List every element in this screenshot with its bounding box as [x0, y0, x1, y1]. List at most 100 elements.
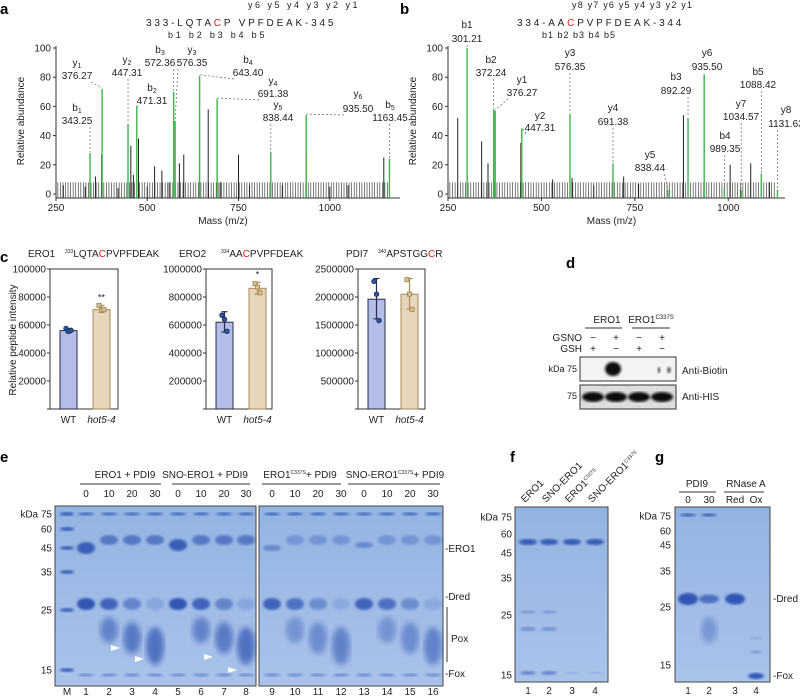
chart-title: ERO1: [28, 249, 56, 260]
ion-label: y3: [188, 45, 197, 57]
gel-band: [563, 539, 581, 545]
ion-label: y3: [565, 48, 576, 59]
ion-label: b1: [72, 103, 82, 115]
x-tick-label: 500: [533, 203, 550, 214]
band-label-pox: Pox: [451, 634, 468, 645]
data-point: [224, 328, 230, 334]
gel-band: [100, 598, 118, 610]
blot-band: [651, 392, 673, 402]
y-tick-label: 500000: [321, 377, 355, 388]
gel-band: [101, 673, 117, 677]
ion-label: b2: [485, 55, 497, 66]
group-label: SNO-ERO1C337S+ PDI9: [346, 470, 445, 481]
marker-label: 15: [660, 661, 672, 672]
mutation-superscript: C337S: [398, 470, 414, 476]
panel-label-a: a: [0, 1, 9, 18]
gel-band: [586, 539, 604, 545]
marker-label: 35: [41, 568, 53, 579]
bar-charts: ERO1 333LQTACPVPFDEAK 20000 40000 60000 80000…: [13, 249, 443, 426]
lane-number: 6: [198, 687, 204, 697]
gel-band: [77, 598, 95, 610]
gel-band: [60, 546, 74, 550]
ion-label: y5: [645, 150, 656, 161]
gel-band: [402, 512, 418, 516]
gel-band: [169, 598, 187, 610]
gel-band: [379, 512, 395, 516]
sequence-suffix: PVPFDEAK-344: [577, 18, 684, 29]
gel-band: [146, 598, 164, 610]
row-label-gsh: GSH: [560, 344, 582, 355]
gel-band: [425, 673, 441, 677]
ion-mz-label: 1131.63: [768, 119, 800, 130]
group-label: PDI9: [686, 479, 709, 490]
bar-hot5-4: [248, 287, 267, 410]
gel-band: [310, 512, 326, 516]
marker-label: 35: [501, 574, 513, 585]
x-tick-label: 1000: [717, 203, 740, 214]
group-label-ero1-c337s: ERO1C337S: [628, 315, 674, 326]
time-label: 10: [103, 489, 115, 500]
y-tick-label: 80: [40, 73, 52, 84]
gel-band: [170, 512, 186, 516]
ion-mz-label: 376.27: [507, 88, 538, 99]
cysteine-residue: C: [567, 18, 577, 29]
arrowhead-icon: [111, 645, 120, 651]
gel-band: [237, 535, 255, 545]
gsh-sign: +: [636, 344, 642, 355]
ion-mz-label: 691.38: [598, 117, 629, 128]
arrowhead-icon: [228, 667, 237, 673]
gel-band: [100, 535, 118, 545]
y-tick-label: 60: [432, 102, 444, 113]
ion-mz-label: 838.44: [635, 163, 666, 174]
y-tick-label: 200000: [169, 377, 203, 388]
gel-smear: [309, 622, 327, 654]
y-tick-label: 80: [432, 73, 444, 84]
y-ion-labels: y8 y7 y6 y5 y4 y3 y2 y1: [572, 0, 693, 10]
lane-number: 12: [335, 687, 347, 697]
gel-frame: [514, 506, 609, 683]
gel-band: [401, 535, 419, 545]
panel-label-c: c: [0, 249, 8, 266]
sub-label: 30: [703, 495, 715, 506]
gel-band: [355, 598, 373, 610]
time-label: 20: [404, 489, 416, 500]
mutation-superscript: C337S: [655, 315, 673, 321]
ion-mz-label: 576.35: [555, 62, 586, 73]
marker-label: 15: [41, 666, 53, 677]
gel-band: [425, 512, 441, 516]
blot-band: [605, 362, 621, 376]
y-tick-label: 40: [432, 131, 444, 142]
antibody-label: Anti-Biotin: [682, 366, 728, 377]
sequence-prefix: 334-AA: [517, 18, 567, 29]
gel-band: [541, 671, 557, 675]
time-label: 20: [218, 489, 230, 500]
y-tick-label: 20000: [18, 377, 46, 388]
lane-number: 15: [404, 687, 416, 697]
spectrum-a: 0 20 40 60 80 100 250 500 750 1000 Mass (m/z) Relat…: [16, 44, 408, 228]
x-axis-label: Mass (m/z): [587, 216, 636, 227]
gel-band: [286, 535, 304, 545]
leader-line: [306, 113, 345, 116]
band-label-dred: -Dred: [773, 594, 798, 605]
y-tick-label: 20: [432, 160, 444, 171]
ion-label: y4: [269, 76, 278, 88]
lane-number: 10: [289, 687, 301, 697]
gel-band: [60, 608, 74, 612]
y-tick-label: 400000: [169, 349, 203, 360]
group-label: SNO-ERO1 + PDI9: [162, 470, 248, 481]
panel-label-e: e: [0, 449, 8, 466]
gel-band: [424, 535, 442, 545]
gel-band: [541, 610, 557, 614]
marker-label: 25: [501, 611, 513, 622]
x-tick-label: 750: [230, 203, 247, 214]
ion-label: b4: [719, 131, 731, 142]
ion-mz-label: 471.31: [137, 96, 168, 107]
y-tick-label: 1000000: [315, 349, 354, 360]
group-label: ERO1 + PDI9: [95, 470, 156, 481]
time-label: 10: [289, 489, 301, 500]
y-tick-label: 800000: [169, 293, 203, 304]
gsh-sign: +: [590, 344, 596, 355]
x-tick-label: 250: [48, 203, 65, 214]
gel-band: [402, 673, 418, 677]
lane-number: 7: [221, 687, 227, 697]
